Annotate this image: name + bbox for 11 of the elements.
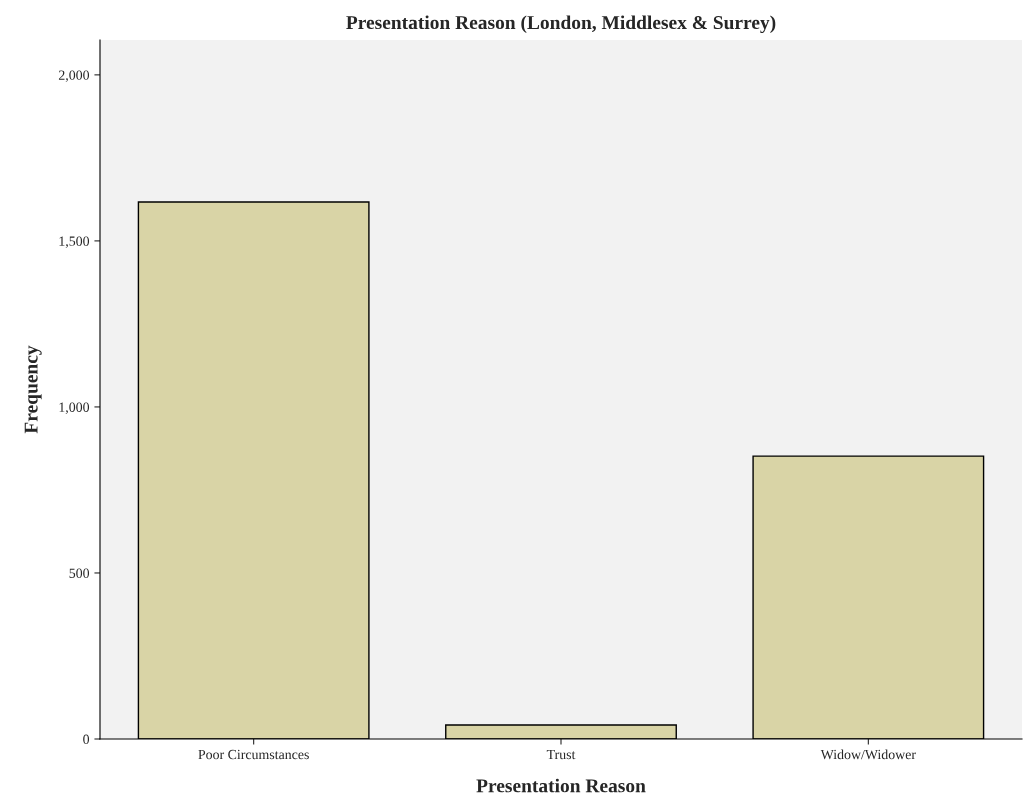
y-tick-label: 2,000	[58, 70, 90, 82]
y-axis-title: Frequency	[24, 345, 42, 434]
y-tick-label: 1,500	[59, 236, 90, 248]
y-tick-label: 500	[69, 568, 90, 578]
x-axis-title: Presentation Reason	[476, 778, 646, 793]
y-tick-label: 1,000	[59, 402, 90, 414]
y-tick-label: 0	[83, 734, 90, 744]
x-tick-label: Widow/Widower	[820, 749, 916, 760]
x-tick-label: Poor Circumstances	[198, 749, 309, 760]
chart-title: Presentation Reason (London, Middlesex & Surrey)	[346, 15, 776, 34]
x-tick-label: Trust	[546, 749, 576, 760]
